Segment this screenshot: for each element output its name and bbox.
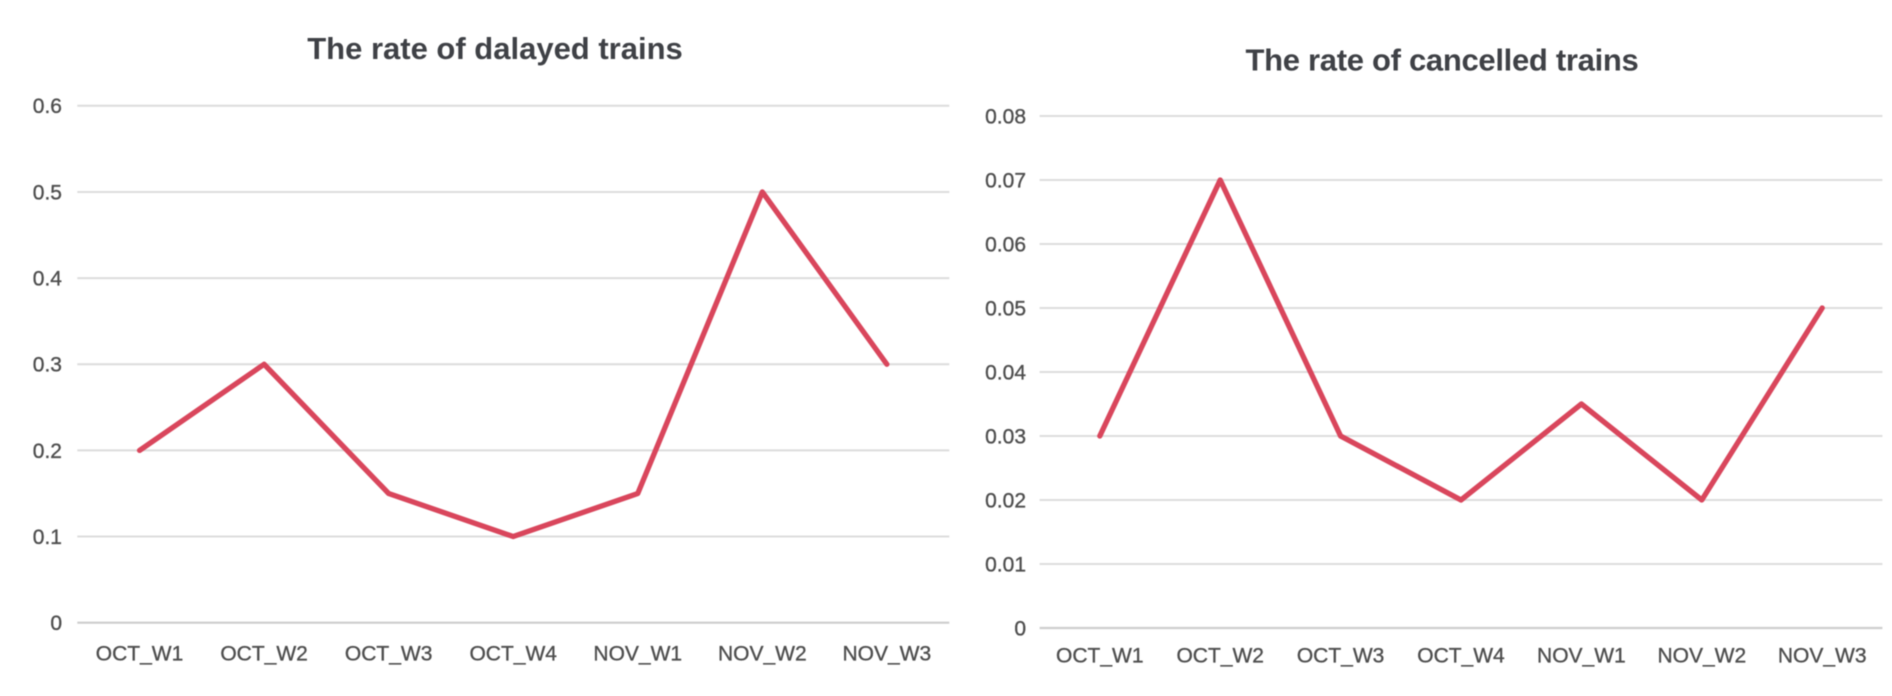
svg-text:0.5: 0.5 xyxy=(33,181,62,204)
svg-text:The rate of cancelled trains: The rate of cancelled trains xyxy=(1245,43,1638,78)
svg-text:0: 0 xyxy=(1014,617,1026,640)
svg-text:OCT_W3: OCT_W3 xyxy=(1297,644,1385,667)
svg-text:0.2: 0.2 xyxy=(33,440,62,463)
svg-text:0.4: 0.4 xyxy=(33,267,63,290)
svg-text:0.6: 0.6 xyxy=(33,95,62,118)
svg-text:NOV_W2: NOV_W2 xyxy=(718,643,807,666)
svg-text:OCT_W4: OCT_W4 xyxy=(1417,644,1505,667)
svg-text:NOV_W1: NOV_W1 xyxy=(1537,644,1626,667)
svg-text:0.05: 0.05 xyxy=(985,297,1026,320)
svg-text:OCT_W2: OCT_W2 xyxy=(1176,644,1264,667)
svg-text:0.03: 0.03 xyxy=(985,425,1026,448)
svg-text:0.08: 0.08 xyxy=(985,105,1026,128)
svg-text:0.1: 0.1 xyxy=(33,526,62,549)
svg-text:NOV_W3: NOV_W3 xyxy=(843,643,932,666)
svg-text:NOV_W1: NOV_W1 xyxy=(593,643,682,666)
svg-text:0: 0 xyxy=(50,612,62,635)
svg-text:OCT_W3: OCT_W3 xyxy=(345,643,433,666)
svg-text:NOV_W3: NOV_W3 xyxy=(1778,644,1867,667)
svg-text:The rate of dalayed trains: The rate of dalayed trains xyxy=(307,31,683,66)
svg-text:OCT_W4: OCT_W4 xyxy=(469,643,557,666)
svg-text:0.3: 0.3 xyxy=(33,354,62,377)
svg-text:OCT_W1: OCT_W1 xyxy=(1056,644,1144,667)
svg-text:0.06: 0.06 xyxy=(985,233,1026,256)
svg-text:0.04: 0.04 xyxy=(985,361,1026,384)
svg-text:0.02: 0.02 xyxy=(985,489,1026,512)
svg-text:0.07: 0.07 xyxy=(985,169,1026,192)
svg-text:OCT_W1: OCT_W1 xyxy=(96,643,184,666)
svg-text:NOV_W2: NOV_W2 xyxy=(1657,644,1746,667)
svg-text:0.01: 0.01 xyxy=(985,553,1026,576)
svg-text:OCT_W2: OCT_W2 xyxy=(220,643,308,666)
